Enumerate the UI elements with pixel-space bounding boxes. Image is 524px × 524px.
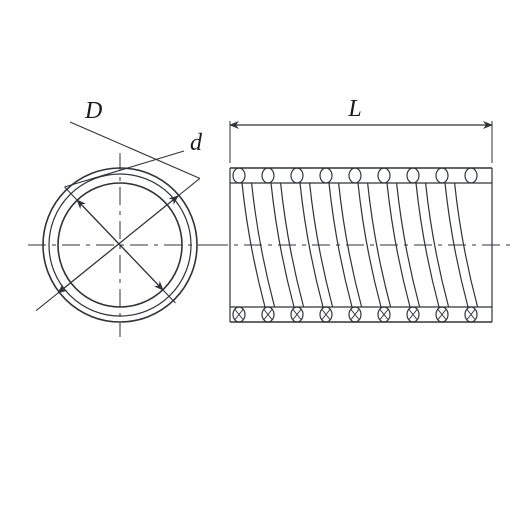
label-outer-diameter: D [84, 98, 102, 124]
label-inner-diameter: d [190, 130, 203, 156]
label-length: L [347, 96, 361, 122]
technical-drawing: Dd L [0, 0, 524, 524]
